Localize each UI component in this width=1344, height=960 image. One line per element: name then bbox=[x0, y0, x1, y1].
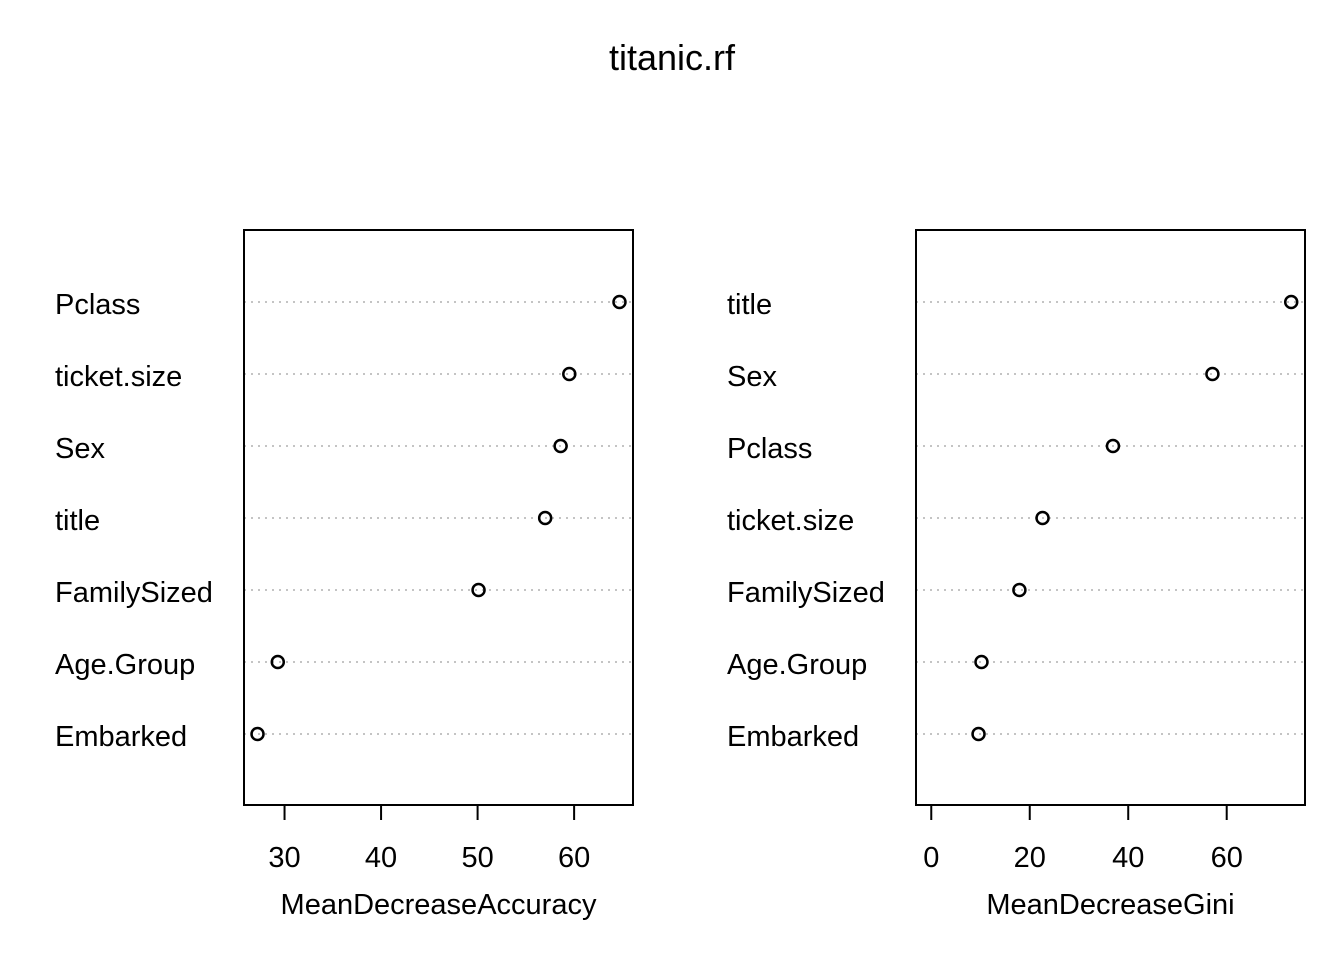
data-point bbox=[537, 510, 553, 526]
x-axis-label: MeanDecreaseAccuracy bbox=[281, 889, 597, 921]
x-tick-label: 20 bbox=[1014, 842, 1046, 874]
category-label: Pclass bbox=[727, 433, 812, 465]
category-label: Age.Group bbox=[727, 649, 867, 681]
x-tick-label: 50 bbox=[461, 842, 493, 874]
x-tick-label: 0 bbox=[923, 842, 939, 874]
data-point bbox=[612, 294, 627, 310]
x-tick-label: 60 bbox=[1211, 842, 1243, 874]
data-point bbox=[270, 654, 286, 670]
data-point bbox=[553, 438, 568, 454]
category-label: FamilySized bbox=[727, 577, 885, 609]
x-axis-label: MeanDecreaseGini bbox=[986, 889, 1234, 921]
data-point bbox=[1205, 366, 1220, 382]
data-point bbox=[1105, 438, 1121, 454]
category-label: Embarked bbox=[55, 721, 187, 753]
accuracy-panel: Pclass ticket.size Sex title FamilySized Age.… bbox=[55, 229, 634, 921]
category-label: title bbox=[55, 505, 100, 537]
category-label: Sex bbox=[55, 433, 105, 465]
category-label: ticket.size bbox=[55, 361, 182, 393]
category-label: ticket.size bbox=[727, 505, 854, 537]
x-tick-label: 40 bbox=[1112, 842, 1144, 874]
data-point bbox=[1283, 294, 1299, 310]
category-label: Pclass bbox=[55, 289, 140, 321]
data-point bbox=[1012, 582, 1027, 598]
chart-title: titanic.rf bbox=[609, 37, 736, 78]
data-point bbox=[562, 366, 577, 382]
x-tick-label: 60 bbox=[558, 842, 590, 874]
x-tick-label: 40 bbox=[365, 842, 397, 874]
x-tick-label: 30 bbox=[268, 842, 300, 874]
gini-panel: title Sex Pclass ticket.size FamilySized Age.… bbox=[727, 229, 1306, 921]
category-label: title bbox=[727, 289, 772, 321]
category-label: Embarked bbox=[727, 721, 859, 753]
category-label: FamilySized bbox=[55, 577, 213, 609]
category-label: Age.Group bbox=[55, 649, 195, 681]
data-point bbox=[471, 582, 486, 598]
category-label: Sex bbox=[727, 361, 777, 393]
data-point bbox=[1035, 510, 1050, 526]
data-point bbox=[971, 726, 986, 742]
data-point bbox=[250, 726, 265, 742]
data-point bbox=[974, 654, 989, 670]
